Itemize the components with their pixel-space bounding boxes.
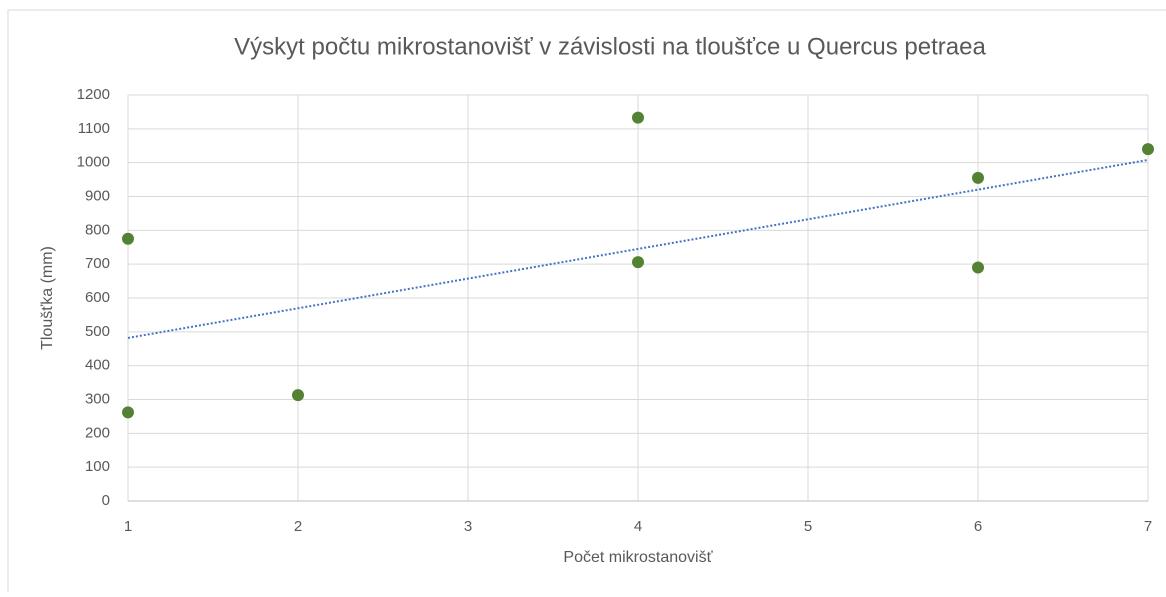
point: [972, 261, 984, 274]
y-tick-label: 900: [85, 187, 110, 204]
point: [632, 111, 644, 124]
y-tick-label: 1200: [77, 86, 110, 103]
y-axis-label: Tloušťka (mm): [39, 246, 56, 350]
y-tick-label: 100: [85, 458, 110, 475]
chart-title: Výskyt počtu mikrostanovišť v závislosti…: [234, 33, 986, 60]
y-tick-label: 1100: [78, 120, 110, 137]
x-tick-label: 2: [294, 518, 302, 535]
trendline: [127, 158, 1149, 339]
x-tick-label: 5: [804, 518, 812, 535]
point: [632, 256, 644, 269]
y-tick-label: 1000: [77, 154, 110, 171]
y-tick-label: 400: [85, 357, 110, 374]
point: [972, 171, 984, 184]
y-tick-label: 700: [85, 255, 110, 272]
y-tick-label: 500: [85, 323, 110, 340]
y-tick-label: 600: [85, 289, 110, 306]
y-tick-label: 300: [85, 390, 110, 407]
y-tick-label: 0: [102, 492, 110, 509]
x-tick-label: 3: [464, 518, 472, 535]
point: [122, 406, 134, 419]
point: [1142, 143, 1154, 156]
x-tick-label: 7: [1144, 518, 1152, 535]
chart-border: [7, 9, 1166, 597]
x-tick-label: 1: [124, 518, 132, 535]
y-tick-label: 800: [85, 221, 110, 238]
x-axis-label: Počet mikrostanovišť: [563, 549, 713, 566]
y-tick-label: 200: [85, 424, 110, 441]
x-tick-label: 6: [974, 518, 982, 535]
point: [292, 389, 304, 402]
x-tick-label: 4: [634, 518, 642, 535]
point: [122, 232, 134, 245]
